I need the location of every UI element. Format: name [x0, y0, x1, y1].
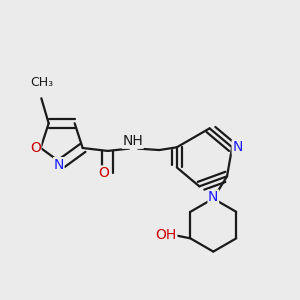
Text: N: N — [208, 190, 218, 204]
Text: CH₃: CH₃ — [30, 76, 53, 89]
Text: O: O — [98, 166, 109, 180]
Text: N: N — [53, 158, 64, 172]
Text: N: N — [232, 140, 243, 154]
Text: NH: NH — [122, 134, 143, 148]
Text: OH: OH — [156, 228, 177, 242]
Text: O: O — [30, 141, 41, 155]
